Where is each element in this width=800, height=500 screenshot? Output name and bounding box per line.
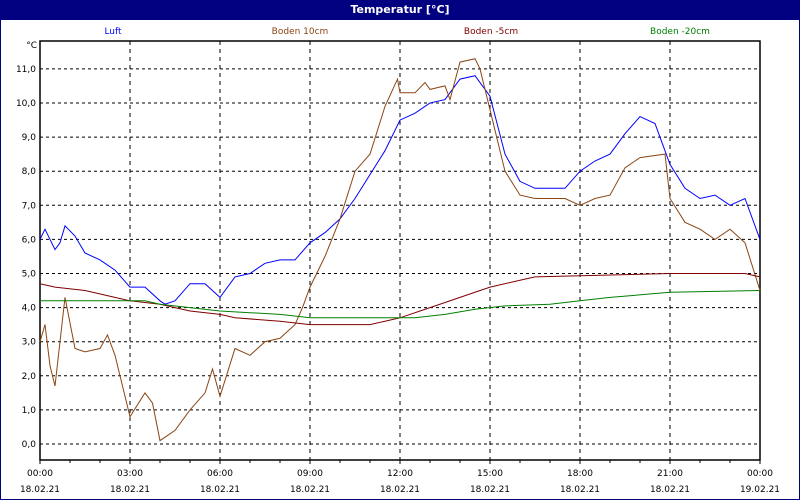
y-tick-label: 10,0	[16, 99, 36, 109]
x-tick-time-label: 06:00	[207, 469, 233, 479]
y-tick-label: 6,0	[22, 235, 37, 245]
series-line-boden-10cm	[39, 58, 761, 442]
x-tick-time-label: 09:00	[297, 469, 323, 479]
x-tick-time-label: 15:00	[477, 469, 503, 479]
x-tick-time-label: 03:00	[117, 469, 143, 479]
y-axis-unit-label: °C	[26, 41, 37, 51]
series-line-boden-20cm	[40, 290, 761, 319]
x-tick-date-label: 18.02.21	[380, 485, 420, 495]
legend-entry-luft: Luft	[104, 27, 122, 37]
x-tick-time-label: 00:00	[27, 469, 53, 479]
y-tick-label: 4,0	[22, 304, 37, 314]
y-tick-label: 2,0	[22, 372, 37, 382]
x-tick-date-label: 18.02.21	[20, 485, 60, 495]
x-tick-time-label: 21:00	[657, 469, 683, 479]
legend-entry-boden-5cm: Boden -5cm	[464, 27, 518, 37]
y-tick-label: 7,0	[22, 201, 37, 211]
legend-entry-boden-10cm: Boden 10cm	[272, 27, 329, 37]
y-tick-label: 3,0	[22, 338, 37, 348]
x-tick-time-label: 18:00	[567, 469, 593, 479]
x-tick-date-label: 19.02.21	[740, 485, 780, 495]
x-tick-date-label: 18.02.21	[290, 485, 330, 495]
y-tick-label: 8,0	[22, 167, 37, 177]
x-tick-time-label: 00:00	[747, 469, 773, 479]
x-tick-date-label: 18.02.21	[110, 485, 150, 495]
y-tick-label: 5,0	[22, 270, 37, 280]
series-line-boden-5cm	[39, 273, 761, 326]
x-tick-time-label: 12:00	[387, 469, 413, 479]
plot-frame	[39, 40, 761, 461]
y-tick-label: 1,0	[22, 406, 37, 416]
series-line-luft	[39, 75, 761, 305]
legend-entry-boden-20cm: Boden -20cm	[650, 27, 710, 37]
x-tick-date-label: 18.02.21	[200, 485, 240, 495]
chart-title: Temperatur [°C]	[0, 0, 800, 20]
x-tick-date-label: 18.02.21	[470, 485, 510, 495]
x-tick-date-label: 18.02.21	[560, 485, 600, 495]
y-tick-label: 11,0	[16, 65, 36, 75]
y-tick-label: 9,0	[22, 133, 37, 143]
y-tick-label: 0,0	[22, 440, 37, 450]
x-tick-date-label: 18.02.21	[650, 485, 690, 495]
